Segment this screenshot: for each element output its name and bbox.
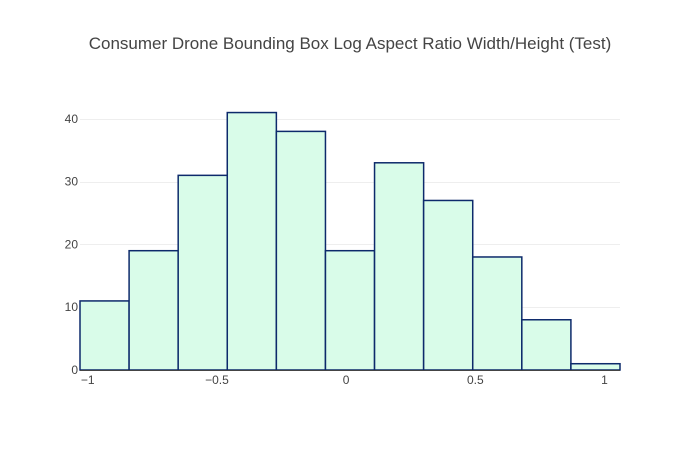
histogram-bar[interactable]: [226, 111, 278, 371]
histogram-bar[interactable]: [275, 130, 327, 371]
x-tick-label: 0: [343, 373, 350, 387]
histogram-bar[interactable]: [128, 249, 179, 371]
chart-title: Consumer Drone Bounding Box Log Aspect R…: [88, 34, 612, 53]
histogram-bar[interactable]: [373, 162, 425, 371]
axis-layer: 0 10 20 30 40 −1 −0.5 0 0.5 1: [65, 112, 620, 387]
x-tick-label: −0.5: [205, 373, 229, 387]
x-tick-label: 1: [601, 373, 608, 387]
histogram-bar[interactable]: [324, 249, 376, 371]
y-tick-label: 10: [65, 300, 79, 314]
y-tick-label: 20: [65, 237, 79, 251]
histogram-bar[interactable]: [422, 199, 474, 371]
histogram-bar[interactable]: [177, 174, 229, 371]
y-tick-label: 0: [71, 363, 78, 377]
histogram-bar[interactable]: [570, 362, 621, 371]
histogram-bar[interactable]: [521, 319, 572, 371]
y-tick-label: 40: [65, 112, 79, 126]
histogram-bar[interactable]: [471, 256, 523, 371]
histogram-bar[interactable]: [79, 300, 130, 371]
bars-layer: [79, 111, 621, 371]
y-tick-label: 30: [65, 175, 79, 189]
x-tick-label: −1: [81, 373, 95, 387]
x-tick-label: 0.5: [467, 373, 484, 387]
